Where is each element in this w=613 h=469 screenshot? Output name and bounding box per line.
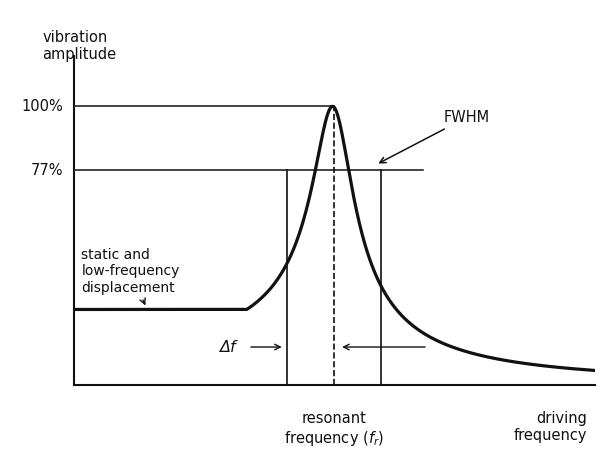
Text: 77%: 77%	[31, 163, 63, 178]
Text: vibration
amplitude: vibration amplitude	[42, 30, 116, 62]
Text: driving
frequency: driving frequency	[513, 411, 587, 443]
Text: 100%: 100%	[21, 99, 63, 114]
Text: Δf: Δf	[219, 340, 236, 355]
Text: FWHM: FWHM	[379, 110, 490, 163]
Text: resonant
frequency ($f_r$): resonant frequency ($f_r$)	[284, 411, 384, 448]
Text: static and
low-frequency
displacement: static and low-frequency displacement	[82, 248, 180, 304]
